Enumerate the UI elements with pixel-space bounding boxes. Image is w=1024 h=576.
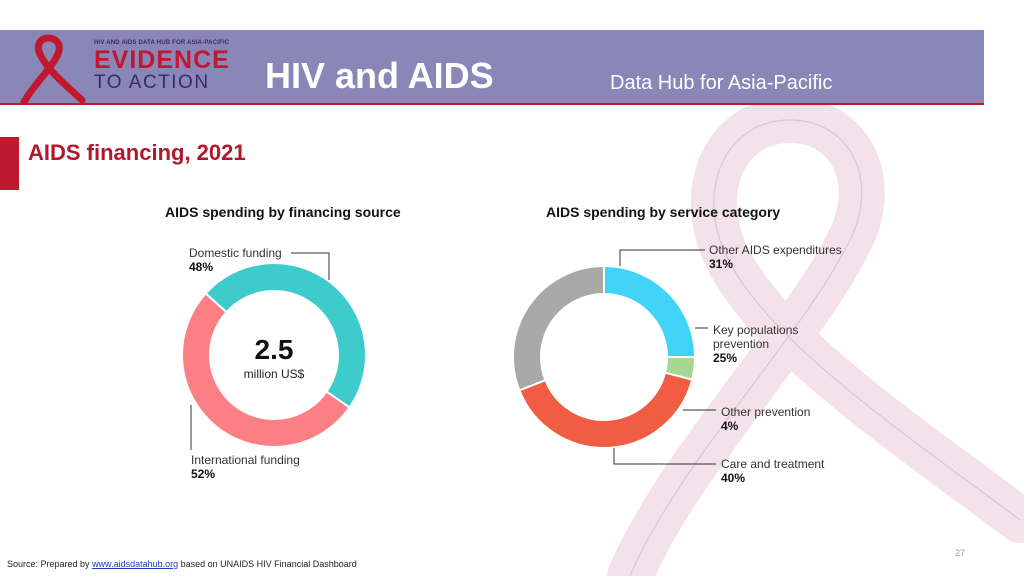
donut-service-category <box>512 264 697 449</box>
slice-care-treatment <box>518 371 694 449</box>
page-title: AIDS financing, 2021 <box>28 140 246 165</box>
slice-name-care-treatment: Care and treatment <box>721 457 825 471</box>
slice-value-key-populations: 25% <box>713 351 738 365</box>
page-number: 27 <box>955 548 966 558</box>
slice-label-key-populations: Key populations prevention 25% <box>713 323 813 365</box>
slice-label-care-treatment: Care and treatment 40% <box>721 457 841 485</box>
slice-name-domestic: Domestic funding <box>189 246 282 260</box>
slice-name-other-aids: Other AIDS expenditures <box>709 243 842 257</box>
donut-financing-source <box>181 262 367 448</box>
slice-name-other-prevention: Other prevention <box>721 405 811 419</box>
leader-other-aids <box>619 249 705 266</box>
logo-evidence-text: EVIDENCE <box>94 46 230 74</box>
red-ribbon-icon <box>20 34 86 106</box>
leader-lines <box>190 249 716 465</box>
source-prefix: Source: Prepared by <box>7 559 90 569</box>
slice-value-care-treatment: 40% <box>721 471 746 485</box>
slice-label-international: International funding 52% <box>191 453 300 481</box>
logo-tagline: HIV AND AIDS DATA HUB FOR ASIA-PACIFIC <box>94 40 230 46</box>
donut-center-unit: million US$ <box>243 367 305 381</box>
leader-domestic <box>291 252 330 280</box>
header-banner: HIV AND AIDS DATA HUB FOR ASIA-PACIFIC E… <box>0 30 984 106</box>
logo-to-action-text: TO ACTION <box>94 72 210 93</box>
slice-value-international: 52% <box>191 467 216 481</box>
ribbon-watermark <box>607 100 1024 576</box>
source-note: Source: Prepared by www.aidsdatahub.org … <box>7 559 357 570</box>
slice-name-international: International funding <box>191 453 300 467</box>
leader-care-treatment <box>613 448 716 465</box>
chart-title-service-category: AIDS spending by service category <box>546 204 781 220</box>
source-link[interactable]: www.aidsdatahub.org <box>92 559 179 569</box>
source-suffix: based on UNAIDS HIV Financial Dashboard <box>180 559 357 569</box>
slice-other-aids <box>512 264 605 392</box>
slice-label-domestic: Domestic funding 48% <box>189 246 282 274</box>
header-title: HIV and AIDS <box>265 55 494 96</box>
slice-domestic <box>204 262 367 409</box>
slice-label-other-aids: Other AIDS expenditures 31% <box>709 243 849 271</box>
chart-title-financing-source: AIDS spending by financing source <box>165 204 401 220</box>
slice-name-key-populations: Key populations prevention <box>713 323 799 351</box>
header-subtitle: Data Hub for Asia-Pacific <box>610 72 833 94</box>
donut-center-value: 2.5 <box>254 334 294 365</box>
evidence-to-action-logo: HIV AND AIDS DATA HUB FOR ASIA-PACIFIC E… <box>12 34 252 106</box>
slice-key-populations <box>603 264 697 358</box>
slice-label-other-prevention: Other prevention 4% <box>721 405 841 433</box>
title-accent-bar <box>0 137 19 190</box>
slice-value-other-prevention: 4% <box>721 419 739 433</box>
slice-value-other-aids: 31% <box>709 257 734 271</box>
slice-international <box>181 292 351 448</box>
slice-value-domestic: 48% <box>189 260 214 274</box>
